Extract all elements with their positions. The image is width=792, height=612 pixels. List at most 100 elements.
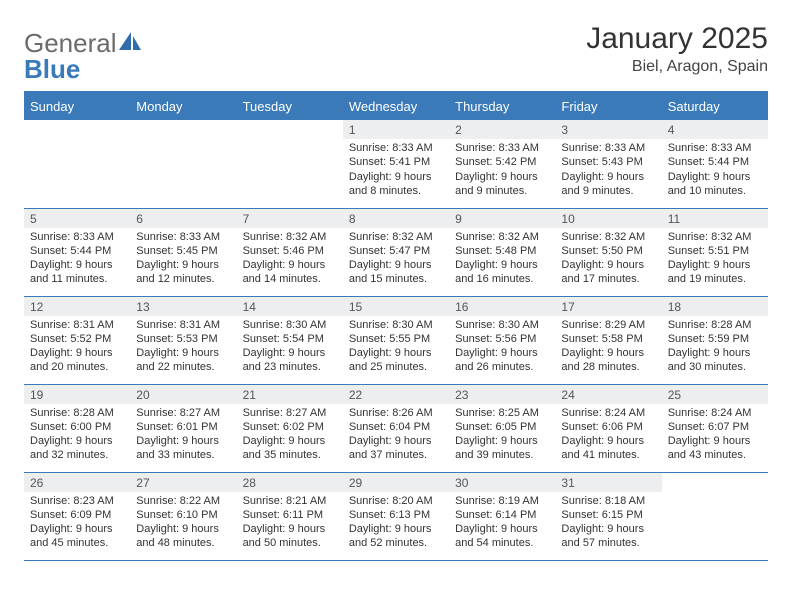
day-number: 31 [555,473,661,492]
day-data: Sunrise: 8:28 AMSunset: 5:59 PMDaylight:… [662,316,768,379]
calendar-row: 19Sunrise: 8:28 AMSunset: 6:00 PMDayligh… [24,384,768,472]
day-header-fri: Friday [555,92,661,120]
day-data: Sunrise: 8:28 AMSunset: 6:00 PMDaylight:… [24,404,130,467]
calendar-cell: 26Sunrise: 8:23 AMSunset: 6:09 PMDayligh… [24,472,130,560]
calendar-cell: 11Sunrise: 8:32 AMSunset: 5:51 PMDayligh… [662,208,768,296]
title-block: January 2025 Biel, Aragon, Spain [586,22,768,76]
calendar-cell: 19Sunrise: 8:28 AMSunset: 6:00 PMDayligh… [24,384,130,472]
calendar-cell: 23Sunrise: 8:25 AMSunset: 6:05 PMDayligh… [449,384,555,472]
calendar-cell [24,120,130,208]
day-number: 19 [24,385,130,404]
day-data: Sunrise: 8:20 AMSunset: 6:13 PMDaylight:… [343,492,449,555]
calendar-cell [237,120,343,208]
day-number: 22 [343,385,449,404]
calendar-cell: 29Sunrise: 8:20 AMSunset: 6:13 PMDayligh… [343,472,449,560]
calendar-cell: 27Sunrise: 8:22 AMSunset: 6:10 PMDayligh… [130,472,236,560]
calendar-cell: 14Sunrise: 8:30 AMSunset: 5:54 PMDayligh… [237,296,343,384]
day-data: Sunrise: 8:23 AMSunset: 6:09 PMDaylight:… [24,492,130,555]
day-data: Sunrise: 8:30 AMSunset: 5:56 PMDaylight:… [449,316,555,379]
logo-text-blue: Blue [24,54,144,85]
day-data: Sunrise: 8:29 AMSunset: 5:58 PMDaylight:… [555,316,661,379]
day-number: 27 [130,473,236,492]
day-number: 16 [449,297,555,316]
day-header-sun: Sunday [24,92,130,120]
calendar-cell: 5Sunrise: 8:33 AMSunset: 5:44 PMDaylight… [24,208,130,296]
calendar-cell: 9Sunrise: 8:32 AMSunset: 5:48 PMDaylight… [449,208,555,296]
calendar-cell: 21Sunrise: 8:27 AMSunset: 6:02 PMDayligh… [237,384,343,472]
day-number: 20 [130,385,236,404]
day-number: 13 [130,297,236,316]
calendar-cell: 18Sunrise: 8:28 AMSunset: 5:59 PMDayligh… [662,296,768,384]
calendar-cell: 20Sunrise: 8:27 AMSunset: 6:01 PMDayligh… [130,384,236,472]
day-data: Sunrise: 8:33 AMSunset: 5:44 PMDaylight:… [24,228,130,291]
calendar-cell: 3Sunrise: 8:33 AMSunset: 5:43 PMDaylight… [555,120,661,208]
day-number: 17 [555,297,661,316]
day-number: 25 [662,385,768,404]
calendar-cell: 6Sunrise: 8:33 AMSunset: 5:45 PMDaylight… [130,208,236,296]
day-number: 7 [237,209,343,228]
calendar-cell: 12Sunrise: 8:31 AMSunset: 5:52 PMDayligh… [24,296,130,384]
calendar-table: Sunday Monday Tuesday Wednesday Thursday… [24,91,768,561]
day-data: Sunrise: 8:21 AMSunset: 6:11 PMDaylight:… [237,492,343,555]
day-header-thu: Thursday [449,92,555,120]
calendar-body: 1Sunrise: 8:33 AMSunset: 5:41 PMDaylight… [24,120,768,560]
calendar-row: 26Sunrise: 8:23 AMSunset: 6:09 PMDayligh… [24,472,768,560]
calendar-cell: 28Sunrise: 8:21 AMSunset: 6:11 PMDayligh… [237,472,343,560]
calendar-cell: 22Sunrise: 8:26 AMSunset: 6:04 PMDayligh… [343,384,449,472]
day-data: Sunrise: 8:31 AMSunset: 5:53 PMDaylight:… [130,316,236,379]
day-data: Sunrise: 8:26 AMSunset: 6:04 PMDaylight:… [343,404,449,467]
day-number: 23 [449,385,555,404]
day-number: 28 [237,473,343,492]
day-data: Sunrise: 8:27 AMSunset: 6:01 PMDaylight:… [130,404,236,467]
calendar-row: 5Sunrise: 8:33 AMSunset: 5:44 PMDaylight… [24,208,768,296]
day-data: Sunrise: 8:25 AMSunset: 6:05 PMDaylight:… [449,404,555,467]
day-header-mon: Monday [130,92,236,120]
day-data: Sunrise: 8:31 AMSunset: 5:52 PMDaylight:… [24,316,130,379]
day-header-row: Sunday Monday Tuesday Wednesday Thursday… [24,92,768,120]
day-number: 15 [343,297,449,316]
logo-sail-icon [117,30,143,52]
calendar-cell: 17Sunrise: 8:29 AMSunset: 5:58 PMDayligh… [555,296,661,384]
day-data: Sunrise: 8:24 AMSunset: 6:06 PMDaylight:… [555,404,661,467]
day-number: 5 [24,209,130,228]
day-data: Sunrise: 8:30 AMSunset: 5:54 PMDaylight:… [237,316,343,379]
day-number: 30 [449,473,555,492]
day-header-wed: Wednesday [343,92,449,120]
day-data: Sunrise: 8:22 AMSunset: 6:10 PMDaylight:… [130,492,236,555]
calendar-cell: 30Sunrise: 8:19 AMSunset: 6:14 PMDayligh… [449,472,555,560]
day-number: 10 [555,209,661,228]
day-number: 3 [555,120,661,139]
day-number: 9 [449,209,555,228]
day-data: Sunrise: 8:33 AMSunset: 5:44 PMDaylight:… [662,139,768,202]
day-number: 24 [555,385,661,404]
day-number: 14 [237,297,343,316]
calendar-cell: 1Sunrise: 8:33 AMSunset: 5:41 PMDaylight… [343,120,449,208]
day-number: 21 [237,385,343,404]
calendar-cell: 15Sunrise: 8:30 AMSunset: 5:55 PMDayligh… [343,296,449,384]
day-data: Sunrise: 8:24 AMSunset: 6:07 PMDaylight:… [662,404,768,467]
day-data: Sunrise: 8:32 AMSunset: 5:46 PMDaylight:… [237,228,343,291]
calendar-cell [130,120,236,208]
calendar-cell: 7Sunrise: 8:32 AMSunset: 5:46 PMDaylight… [237,208,343,296]
day-data: Sunrise: 8:33 AMSunset: 5:45 PMDaylight:… [130,228,236,291]
day-header-tue: Tuesday [237,92,343,120]
calendar-cell: 4Sunrise: 8:33 AMSunset: 5:44 PMDaylight… [662,120,768,208]
calendar-cell: 25Sunrise: 8:24 AMSunset: 6:07 PMDayligh… [662,384,768,472]
day-number: 8 [343,209,449,228]
day-number: 18 [662,297,768,316]
calendar-cell: 13Sunrise: 8:31 AMSunset: 5:53 PMDayligh… [130,296,236,384]
day-number: 12 [24,297,130,316]
day-data: Sunrise: 8:30 AMSunset: 5:55 PMDaylight:… [343,316,449,379]
day-data: Sunrise: 8:32 AMSunset: 5:47 PMDaylight:… [343,228,449,291]
calendar-cell: 8Sunrise: 8:32 AMSunset: 5:47 PMDaylight… [343,208,449,296]
day-number: 11 [662,209,768,228]
location: Biel, Aragon, Spain [586,58,768,76]
calendar-cell: 10Sunrise: 8:32 AMSunset: 5:50 PMDayligh… [555,208,661,296]
day-data: Sunrise: 8:32 AMSunset: 5:51 PMDaylight:… [662,228,768,291]
calendar-row: 1Sunrise: 8:33 AMSunset: 5:41 PMDaylight… [24,120,768,208]
calendar-row: 12Sunrise: 8:31 AMSunset: 5:52 PMDayligh… [24,296,768,384]
calendar-cell [662,472,768,560]
calendar-cell: 24Sunrise: 8:24 AMSunset: 6:06 PMDayligh… [555,384,661,472]
calendar-cell: 31Sunrise: 8:18 AMSunset: 6:15 PMDayligh… [555,472,661,560]
day-data: Sunrise: 8:18 AMSunset: 6:15 PMDaylight:… [555,492,661,555]
